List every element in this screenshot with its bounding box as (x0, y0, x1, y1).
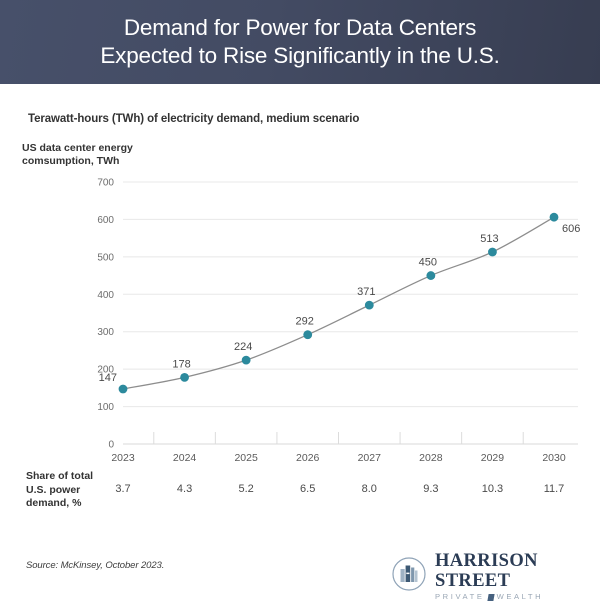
data-point-label: 371 (357, 286, 375, 298)
share-of-total-value: 9.3 (423, 483, 439, 495)
logo-company-name: HARRISON STREET (435, 551, 538, 591)
series-line-path (122, 216, 555, 390)
series-data-point[interactable] (426, 271, 436, 280)
logo-tagline-separator-icon (486, 593, 495, 601)
share-of-total-value: 6.5 (300, 483, 316, 495)
y-axis-tick-label: 300 (97, 327, 114, 338)
x-axis-tick-labels: 2023 2024 2025 2026 2027 2028 2029 2030 (111, 452, 566, 464)
share-of-total-value: 8.0 (361, 483, 377, 495)
share-row-label: Share of total U.S. power demand, % (26, 470, 122, 511)
y-axis-tick-label: 500 (97, 252, 114, 263)
series-data-point[interactable] (549, 212, 559, 222)
share-of-total-row: Share of total U.S. power demand, % 3.7 4… (0, 470, 600, 516)
series-data-point[interactable] (118, 384, 128, 394)
series-data-point[interactable] (241, 355, 251, 365)
series-data-point[interactable] (303, 330, 313, 340)
x-axis-tick-label: 2023 (111, 452, 135, 464)
y-axis-tick-label: 600 (97, 215, 114, 226)
series-data-point[interactable] (488, 247, 497, 257)
building-circle-icon (392, 557, 426, 596)
x-axis-tick-label: 2026 (296, 452, 320, 464)
logo-tagline-right: WEALTH (496, 592, 544, 601)
share-of-total-value: 11.7 (543, 483, 565, 495)
share-of-total-value: 4.3 (176, 483, 193, 495)
x-axis-tick-label: 2025 (234, 452, 258, 464)
share-of-total-value: 3.7 (115, 483, 131, 495)
data-point-label: 224 (234, 341, 252, 353)
data-point-label: 292 (296, 316, 314, 328)
x-axis-tick-label: 2027 (358, 452, 382, 464)
share-of-total-value: 5.2 (238, 483, 254, 495)
gridlines (123, 181, 578, 408)
x-axis-tick-label: 2028 (419, 452, 443, 464)
series-markers (118, 212, 559, 394)
logo-text: HARRISON STREET PRIVATE WEALTH (435, 551, 600, 602)
data-point-label: 147 (99, 372, 117, 384)
page-title-line-2: Expected to Rise Significantly in the U.… (100, 43, 500, 68)
y-axis-tick-label: 400 (97, 290, 114, 301)
y-axis-tick-label: 100 (97, 402, 114, 413)
chart-subtitle: Terawatt-hours (TWh) of electricity dema… (28, 113, 360, 125)
series-data-point[interactable] (180, 372, 189, 382)
data-point-label: 606 (562, 223, 580, 235)
x-axis-tickmarks (153, 432, 524, 444)
share-row-label-line-3: demand, % (26, 497, 82, 509)
y-axis-tick-label: 200 (97, 365, 114, 376)
header-banner: Demand for Power for Data Centers Expect… (0, 0, 600, 84)
y-axis-title: US data center energy comsumption, TWh (22, 142, 133, 167)
data-point-label: 178 (172, 358, 190, 370)
share-row-label-line-1: Share of total (26, 470, 94, 482)
y-axis-tick-label: 700 (97, 178, 114, 189)
source-note: Source: McKinsey, October 2023. (26, 560, 165, 571)
data-point-labels: 147 178 224 292 371 450 513 606 (99, 223, 581, 384)
y-axis-tick-label: 0 (108, 440, 114, 451)
logo-tagline: PRIVATE WEALTH (435, 592, 600, 602)
data-point-label: 513 (480, 233, 498, 245)
brand-logo: HARRISON STREET PRIVATE WEALTH (392, 551, 600, 602)
data-point-label: 450 (419, 257, 437, 269)
y-axis-tick-labels: 0 100 200 300 400 500 600 700 (97, 178, 114, 451)
series-line (122, 216, 555, 390)
x-axis-tick-label: 2024 (173, 452, 197, 464)
share-of-total-value: 10.3 (481, 483, 504, 495)
page-title-line-1: Demand for Power for Data Centers (123, 15, 477, 40)
x-axis-tick-label: 2029 (481, 452, 505, 464)
share-row-label-line-2: U.S. power (26, 483, 81, 496)
logo-tagline-left: PRIVATE (435, 592, 485, 601)
x-axis-tick-label: 2030 (542, 452, 566, 464)
series-data-point[interactable] (364, 300, 374, 310)
